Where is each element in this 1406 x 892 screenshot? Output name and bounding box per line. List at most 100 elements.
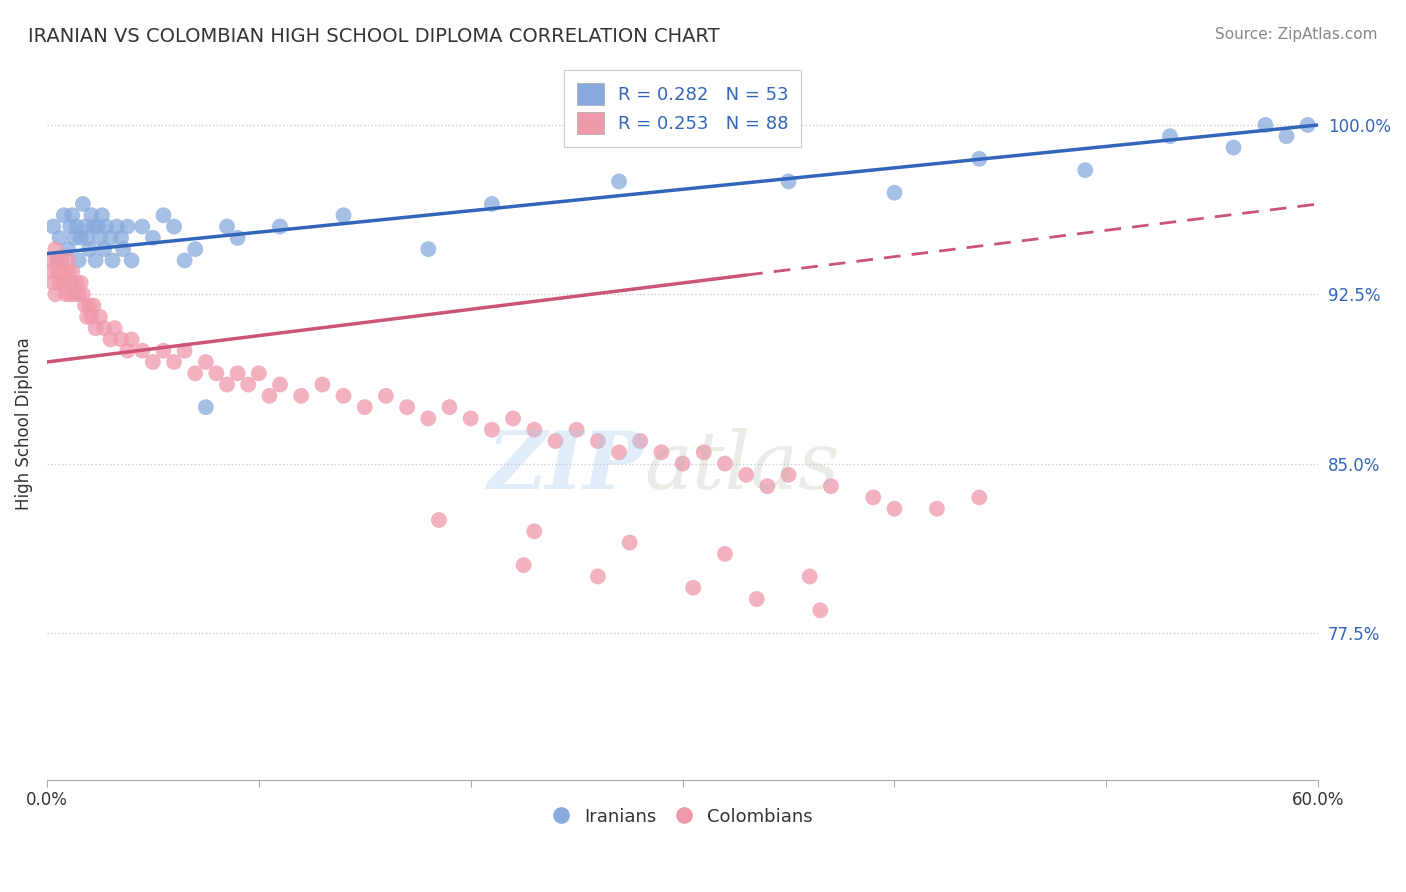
Point [607, 445, 630, 459]
Point [117, 343, 139, 358]
Point [693, 445, 716, 459]
Point [418, 411, 440, 425]
Point [131, 219, 153, 234]
Point [67, 287, 90, 301]
Point [925, 501, 948, 516]
Point [311, 377, 333, 392]
Point [332, 208, 354, 222]
Point [152, 343, 174, 358]
Point [72, 287, 94, 301]
Text: Source: ZipAtlas.com: Source: ZipAtlas.com [1215, 27, 1378, 42]
Point [671, 457, 693, 471]
Point [80, 310, 103, 324]
Point [100, 231, 122, 245]
Point [60, 208, 83, 222]
Point [73, 219, 96, 234]
Point [76, 310, 98, 324]
Point [481, 197, 503, 211]
Text: IRANIAN VS COLOMBIAN HIGH SCHOOL DIPLOMA CORRELATION CHART: IRANIAN VS COLOMBIAN HIGH SCHOOL DIPLOMA… [28, 27, 720, 45]
Point [42, 219, 65, 234]
Point [59, 276, 82, 290]
Point [80, 208, 103, 222]
Point [808, 603, 831, 617]
Point [56, 265, 79, 279]
Point [55, 287, 77, 301]
Point [502, 411, 524, 425]
Point [142, 231, 165, 245]
Point [353, 400, 375, 414]
Point [121, 333, 143, 347]
Legend: Iranians, Colombians: Iranians, Colombians [543, 798, 823, 835]
Point [69, 276, 91, 290]
Point [778, 467, 800, 482]
Point [883, 501, 905, 516]
Point [84, 321, 107, 335]
Point [1275, 129, 1298, 144]
Point [46, 253, 69, 268]
Point [89, 310, 111, 324]
Point [215, 219, 238, 234]
Point [63, 231, 86, 245]
Point [39, 253, 62, 268]
Point [44, 242, 66, 256]
Point [91, 208, 114, 222]
Text: atlas: atlas [644, 428, 839, 506]
Point [481, 423, 503, 437]
Point [83, 299, 105, 313]
Point [259, 389, 281, 403]
Point [512, 558, 534, 573]
Point [184, 242, 207, 256]
Point [290, 389, 312, 403]
Point [59, 219, 82, 234]
Point [544, 434, 567, 448]
Point [52, 276, 75, 290]
Point [46, 265, 69, 279]
Point [439, 400, 461, 414]
Point [205, 366, 228, 380]
Point [778, 174, 800, 188]
Point [194, 400, 217, 414]
Point [48, 231, 70, 245]
Point [65, 219, 87, 234]
Point [967, 491, 990, 505]
Point [1074, 163, 1097, 178]
Point [96, 219, 118, 234]
Point [247, 366, 270, 380]
Point [226, 231, 249, 245]
Point [269, 219, 291, 234]
Point [714, 457, 737, 471]
Point [1222, 140, 1244, 154]
Point [173, 343, 195, 358]
Point [427, 513, 450, 527]
Point [121, 253, 143, 268]
Point [38, 265, 60, 279]
Point [418, 242, 440, 256]
Point [77, 242, 100, 256]
Point [93, 242, 115, 256]
Point [565, 423, 588, 437]
Point [51, 253, 73, 268]
Text: ZIP: ZIP [488, 428, 644, 506]
Point [396, 400, 419, 414]
Point [72, 197, 94, 211]
Point [93, 321, 115, 335]
Point [163, 355, 186, 369]
Point [152, 208, 174, 222]
Point [105, 219, 128, 234]
Point [59, 287, 82, 301]
Point [226, 366, 249, 380]
Point [73, 299, 96, 313]
Point [89, 231, 111, 245]
Point [84, 253, 107, 268]
Point [76, 231, 98, 245]
Point [586, 434, 609, 448]
Point [51, 265, 73, 279]
Point [42, 276, 65, 290]
Point [67, 253, 90, 268]
Point [862, 491, 884, 505]
Point [87, 219, 110, 234]
Point [56, 253, 79, 268]
Point [1254, 118, 1277, 132]
Point [117, 219, 139, 234]
Point [374, 389, 396, 403]
